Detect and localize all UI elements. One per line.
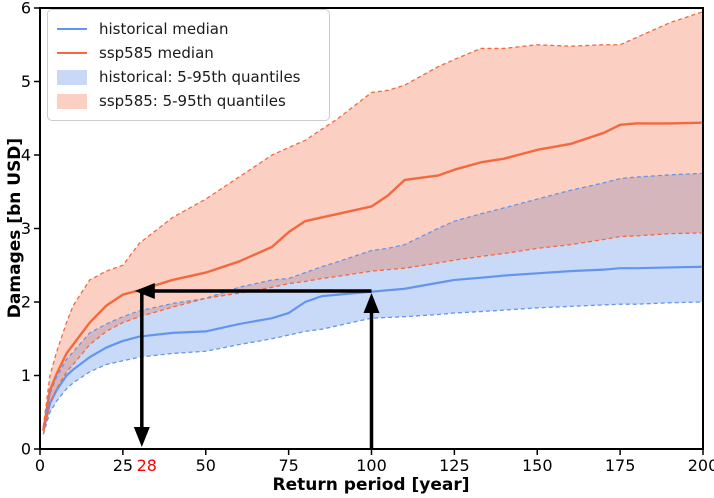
- legend: historical median ssp585 median historical…: [47, 9, 330, 121]
- legend-patch-swatch: [57, 69, 87, 85]
- legend-item-label: ssp585 median: [99, 44, 214, 62]
- legend-item: ssp585: 5-95th quantiles: [57, 89, 319, 113]
- arrowhead-left: [134, 282, 155, 299]
- legend-patch-swatch: [57, 93, 87, 109]
- x-tick-label: 175: [605, 456, 636, 475]
- legend-line-swatch: [57, 28, 87, 30]
- series-ssp585-median: [42, 121, 704, 431]
- series-historical-5th-quantile: [42, 301, 704, 435]
- x-tick-label: 50: [196, 456, 216, 475]
- y-tick-label: 1: [21, 366, 31, 385]
- annotation-arrows: [133, 282, 380, 448]
- x-tick-label: 125: [439, 456, 470, 475]
- y-tick-label: 4: [21, 146, 31, 165]
- x-tick-label: 25: [113, 456, 133, 475]
- series-historical-95th-quantile: [42, 172, 704, 428]
- y-axis-label: Damages [bn USD]: [5, 137, 25, 319]
- series-ssp585-95th-quantile: [42, 11, 704, 428]
- y-tick-label: 2: [21, 293, 31, 312]
- band-ssp585-5-95th-quantiles: [43, 11, 703, 435]
- legend-item: historical median: [57, 17, 319, 41]
- x-tick-label: 200: [688, 456, 714, 475]
- legend-item: historical: 5-95th quantiles: [57, 65, 319, 89]
- x-tick-label: 75: [278, 456, 298, 475]
- arrowhead-down: [133, 427, 150, 447]
- x-tick-label: 0: [35, 456, 45, 475]
- legend-item-label: historical median: [99, 20, 229, 38]
- x-tick-label: 100: [356, 456, 387, 475]
- legend-line-swatch: [57, 52, 87, 54]
- y-tick-label: 6: [21, 0, 31, 18]
- legend-item: ssp585 median: [57, 41, 319, 65]
- series-ssp585-5th-quantile: [42, 232, 704, 435]
- axes-border: [39, 7, 704, 450]
- arrowhead-up: [363, 292, 380, 313]
- y-tick-label: 3: [21, 219, 31, 238]
- annotation-return-period-label: 28: [137, 456, 157, 475]
- x-tick-label: 150: [522, 456, 553, 475]
- legend-item-label: ssp585: 5-95th quantiles: [99, 92, 286, 110]
- y-tick-label: 5: [21, 72, 31, 91]
- x-axis-label: Return period [year]: [272, 475, 470, 495]
- y-tick-label: 0: [21, 440, 31, 459]
- series-historical-median: [42, 265, 704, 431]
- legend-item-label: historical: 5-95th quantiles: [99, 68, 301, 86]
